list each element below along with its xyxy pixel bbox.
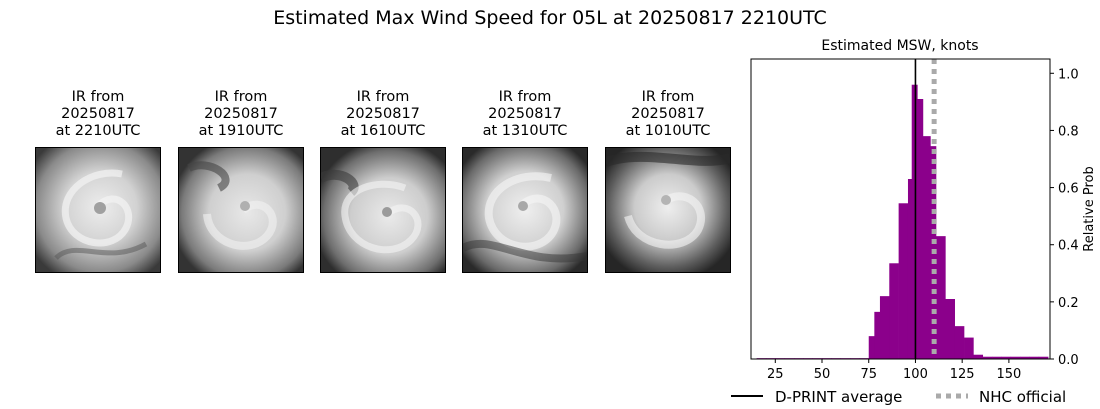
- y-tick-label: 0.0: [1058, 353, 1079, 368]
- histogram-bar: [868, 336, 875, 359]
- x-tick-label: 75: [860, 367, 877, 382]
- reference-lines: [914, 59, 937, 359]
- x-tick-label: 100: [903, 367, 928, 382]
- y-tick-label: 0.6: [1058, 182, 1079, 197]
- histogram-bar: [1029, 356, 1040, 359]
- ir-satellite-image: [605, 147, 731, 273]
- histogram-bar: [879, 296, 890, 359]
- ir-panel-3: IR from 20250817 at 1610UTC: [320, 89, 446, 273]
- ir-satellite-image: [462, 147, 588, 273]
- chart-title: Estimated MSW, knots: [821, 38, 978, 54]
- legend-label: NHC official: [979, 388, 1066, 406]
- ir-panel-title: IR from 20250817 at 1910UTC: [198, 89, 284, 139]
- histogram-bar: [1001, 356, 1012, 359]
- x-tick-label: 150: [996, 367, 1021, 382]
- ir-panel-5: IR from 20250817 at 1010UTC: [605, 89, 731, 273]
- y-tick-label: 1.0: [1058, 67, 1079, 82]
- histogram-bar: [922, 136, 931, 359]
- histogram-bar: [954, 326, 965, 359]
- histogram-bar: [898, 203, 909, 359]
- y-tick-label: 0.2: [1058, 296, 1079, 311]
- histogram-bar: [874, 311, 881, 359]
- histogram-bar: [1020, 356, 1030, 359]
- histogram-bars: [756, 84, 1049, 359]
- ir-panel-title: IR from 20250817 at 1610UTC: [340, 89, 426, 139]
- histogram-bar: [1010, 356, 1021, 359]
- ir-panel-title: IR from 20250817 at 2210UTC: [55, 89, 141, 139]
- histogram-bar: [1038, 356, 1049, 359]
- histogram-bar: [964, 337, 974, 359]
- histogram-bar: [917, 99, 924, 359]
- y-axis-label: Relative Prob: [1082, 166, 1097, 251]
- legend-label: D-PRINT average: [775, 388, 902, 406]
- histogram-bar: [936, 236, 946, 359]
- ir-satellite-image: [320, 147, 446, 273]
- ir-panel-title: IR from 20250817 at 1310UTC: [482, 89, 568, 139]
- plot-frame: [750, 58, 1051, 360]
- ir-panel-2: IR from 20250817 at 1910UTC: [178, 89, 304, 273]
- figure-title: Estimated Max Wind Speed for 05L at 2025…: [273, 7, 827, 29]
- histogram-bar: [907, 179, 913, 359]
- ir-panel-title: IR from 20250817 at 1010UTC: [625, 89, 711, 139]
- ir-panel-1: IR from 20250817 at 2210UTC: [35, 89, 161, 273]
- histogram-bar: [889, 263, 899, 359]
- x-tick-label: 25: [767, 367, 784, 382]
- histogram-bar: [973, 354, 984, 359]
- ir-satellite-image: [178, 147, 304, 273]
- y-axis-ticks: 0.0 0.2 0.4 0.6 0.8 1.0: [1050, 67, 1079, 368]
- histogram-bar: [945, 299, 955, 359]
- ir-satellite-image: [35, 147, 161, 273]
- x-tick-label: 125: [950, 367, 975, 382]
- chart-legend: D-PRINT average NHC official: [731, 388, 1066, 406]
- y-tick-label: 0.4: [1058, 239, 1079, 254]
- histogram-bar: [992, 356, 1002, 359]
- x-tick-label: 50: [814, 367, 831, 382]
- x-axis-ticks: 25 50 75 100 125 150: [767, 359, 1021, 382]
- histogram-bar: [982, 356, 993, 359]
- y-tick-label: 0.8: [1058, 124, 1079, 139]
- ir-panel-4: IR from 20250817 at 1310UTC: [462, 89, 588, 273]
